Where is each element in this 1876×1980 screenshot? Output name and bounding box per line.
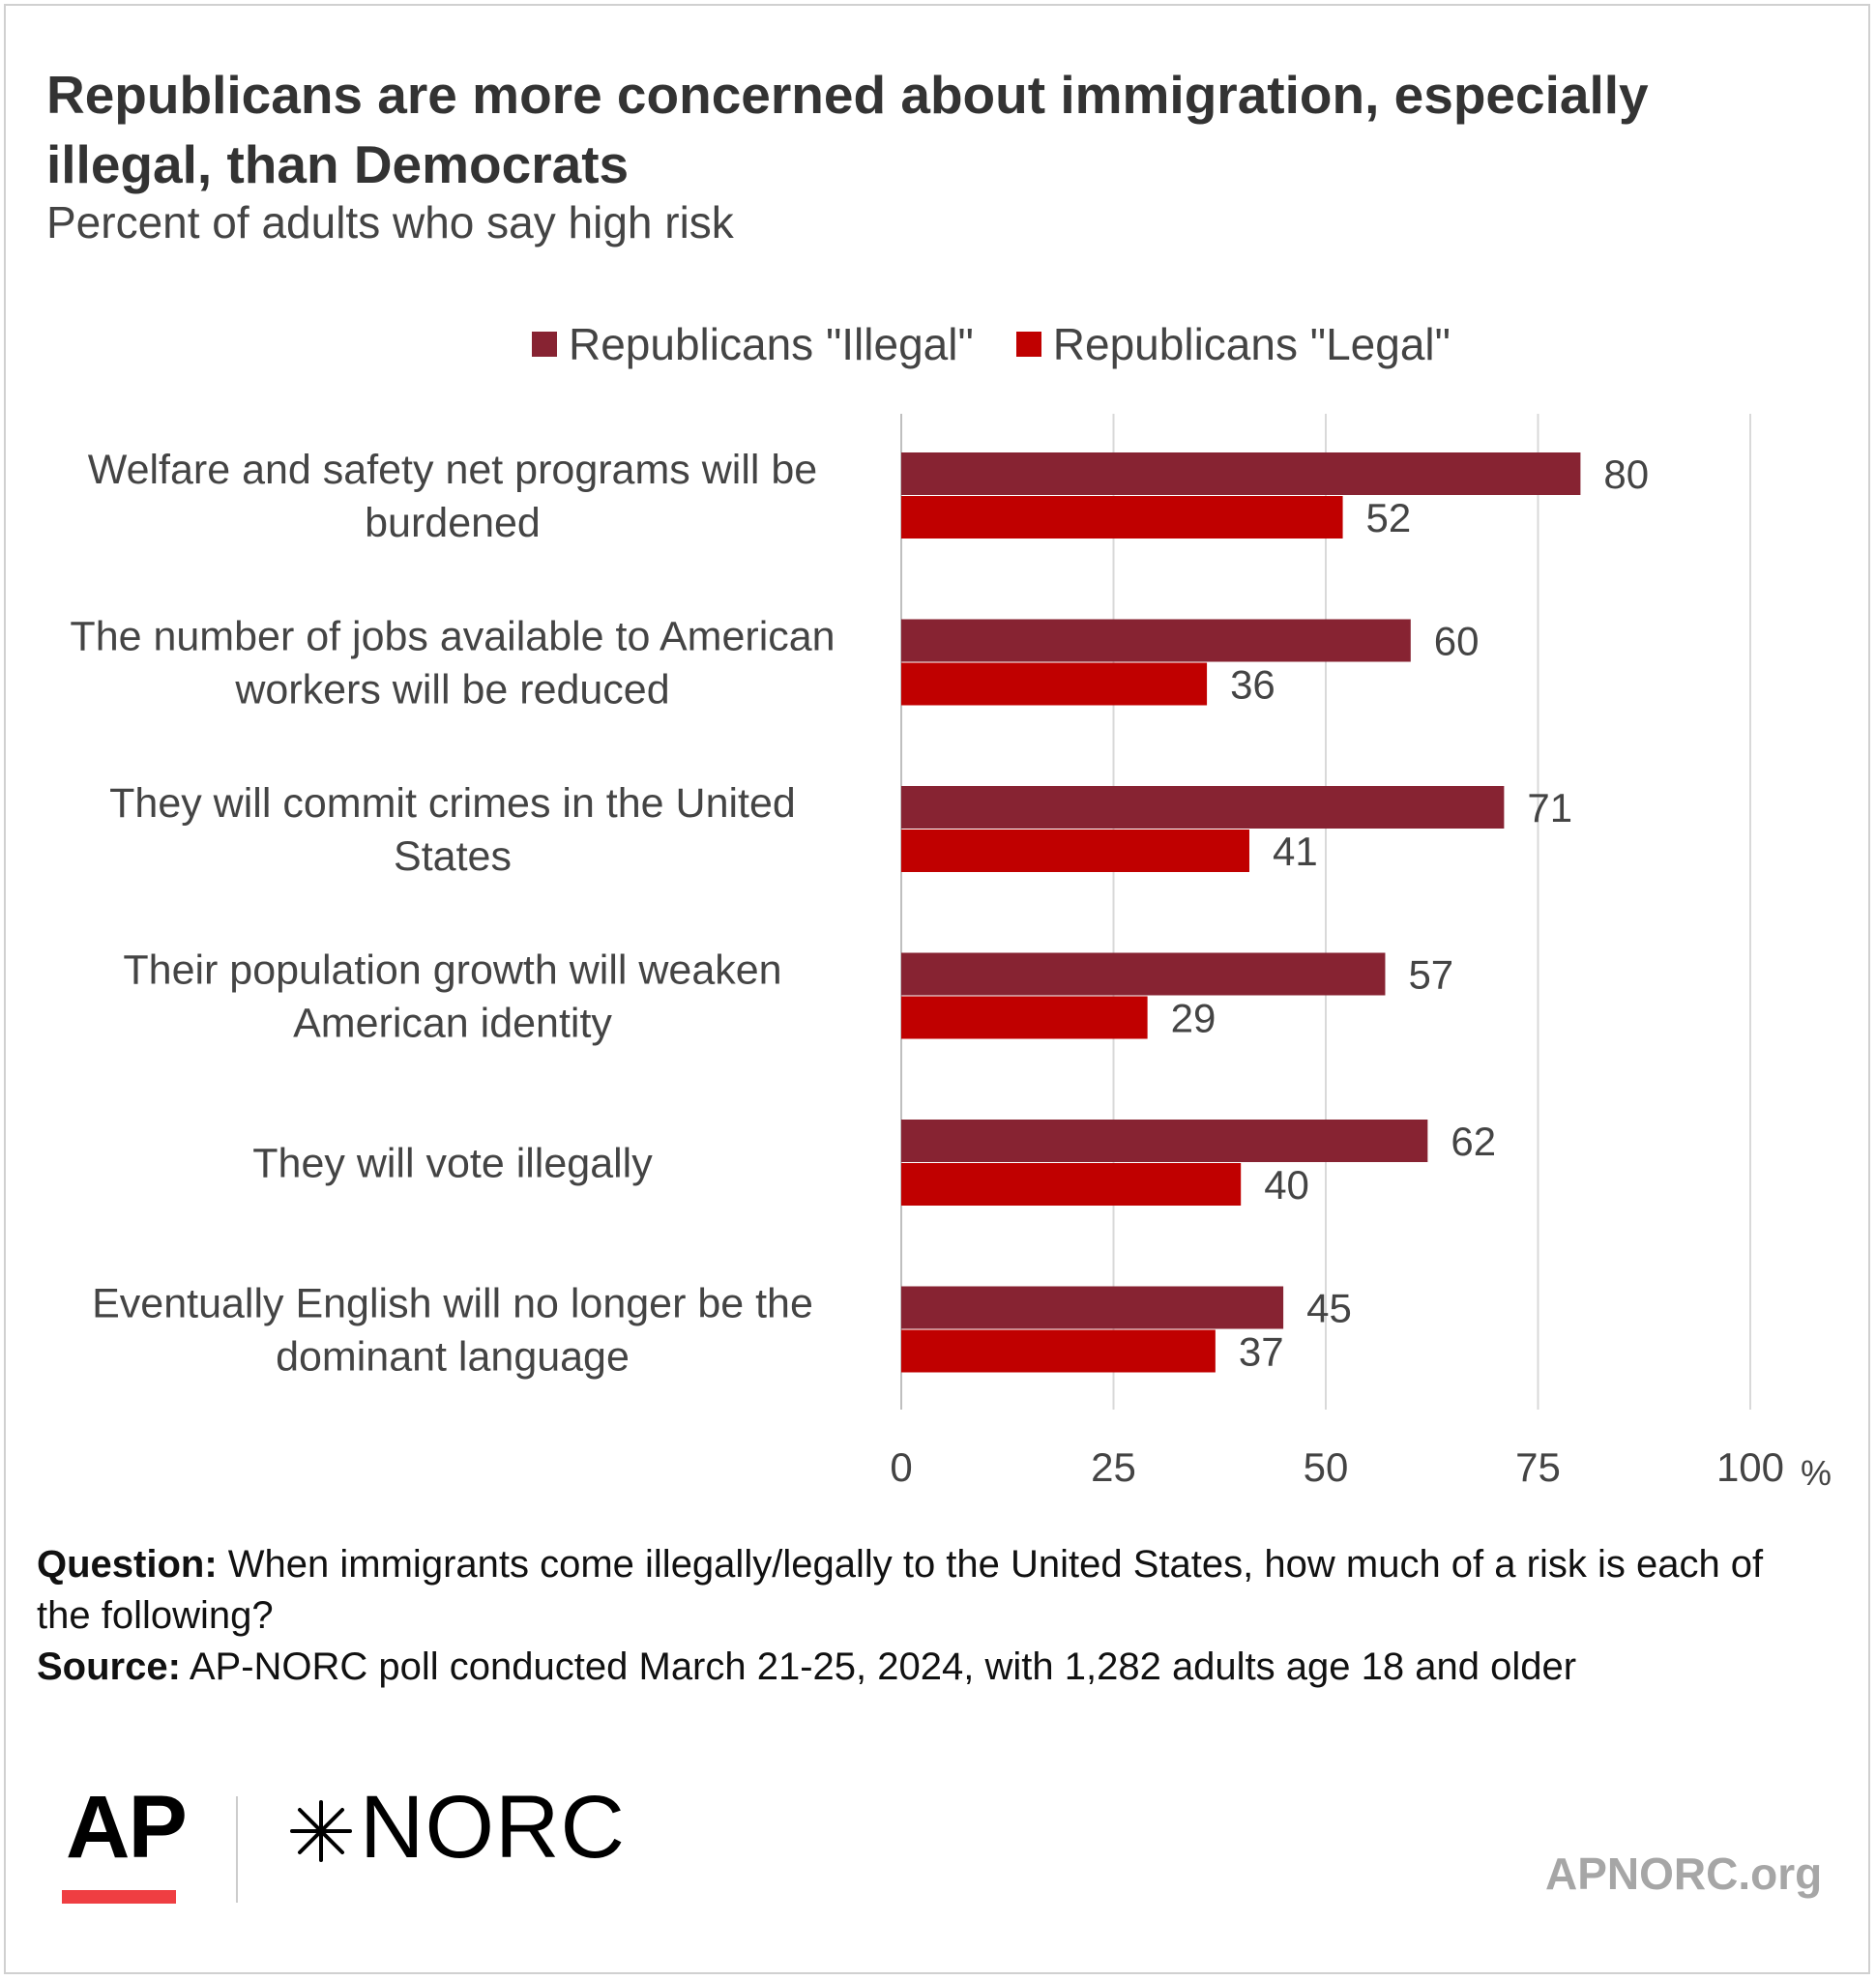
legend-item-illegal: Republicans "Illegal" [532,318,974,370]
category-label: They will commit crimes in the United Sta… [109,780,796,880]
ap-logo: AP [66,1778,188,1877]
bar-value-label: 52 [1366,495,1412,540]
x-tick-label: 50 [1304,1444,1349,1490]
legend-swatch-legal [1015,332,1041,357]
ap-logo-underline [62,1890,176,1904]
source-label: Source: [37,1645,181,1688]
bar [901,786,1505,829]
category-label-line: They will vote illegally [252,1141,653,1187]
site-url: APNORC.org [1545,1849,1823,1899]
category-label-line: They will commit crimes in the United [109,780,796,827]
category-label-line: States [394,833,512,880]
bar [901,996,1148,1039]
chart-frame [4,4,1870,1974]
category-label-line: The number of jobs available to American [70,614,835,660]
bar-value-label: 60 [1434,619,1480,664]
category-label: Eventually English will no longer be the… [92,1281,813,1381]
bar-value-label: 41 [1273,829,1318,874]
category-label-line: Welfare and safety net programs will be [88,447,817,493]
chart-subtitle: Percent of adults who say high risk [46,197,734,248]
bar [901,496,1343,539]
legend-label-illegal: Republicans "Illegal" [569,319,974,369]
chart-legend: Republicans "Illegal" Republicans "Legal… [532,315,1493,373]
bar-chart: 0 25 50 75 100 % Welfare and safety net progra… [70,414,1832,1493]
category-label: Their population growth will weaken Ameri… [123,947,781,1047]
bar [901,952,1386,996]
x-tick-label: 100 [1716,1444,1784,1490]
bar-value-label: 36 [1230,662,1275,708]
category-label-line: Their population growth will weaken [123,947,781,994]
legend-label-legal: Republicans "Legal" [1052,319,1451,369]
category-label-line: dominant language [276,1334,630,1381]
question-line: Question: When immigrants come illegally… [37,1539,1777,1642]
x-tick-label: 0 [890,1444,912,1490]
source-line: Source: AP-NORC poll conducted March 21-… [37,1642,1777,1693]
bar-value-label: 80 [1603,451,1649,497]
bar-value-label: 37 [1239,1329,1284,1375]
bar-value-label: 45 [1306,1286,1352,1331]
bar-value-label: 62 [1451,1119,1496,1164]
category-label: They will vote illegally [252,1141,653,1187]
logo-divider [236,1796,238,1903]
bar-value-label: 29 [1171,996,1216,1041]
bar-value-label: 71 [1527,785,1572,830]
norc-logo: NORC [360,1778,626,1877]
bar [901,452,1581,495]
bar [901,1120,1428,1162]
question-label: Question: [37,1543,218,1586]
bar-value-label: 57 [1408,952,1453,998]
source-text: AP-NORC poll conducted March 21-25, 2024… [189,1645,1577,1688]
x-tick-label: 75 [1515,1444,1561,1490]
category-label-line: workers will be reduced [234,667,669,713]
chart-title: Republicans are more concerned about imm… [46,65,1649,194]
category-label-line: burdened [365,500,541,546]
bar [901,830,1249,872]
category-label: Welfare and safety net programs will be b… [88,447,817,546]
question-text: When immigrants come illegally/legally t… [37,1543,1764,1637]
category-label-line: American identity [293,1001,612,1047]
legend-item-legal: Republicans "Legal" [1015,318,1451,370]
bar-value-label: 40 [1264,1162,1309,1208]
legend-swatch-illegal [532,332,557,357]
bar [901,1329,1216,1373]
bar [901,619,1411,662]
category-label: The number of jobs available to American… [70,614,835,713]
norc-star-icon [290,1800,352,1862]
bar [901,662,1208,706]
bar [901,1286,1284,1329]
footer-note: Question: When immigrants come illegally… [37,1539,1777,1693]
category-label-line: Eventually English will no longer be the [92,1281,813,1327]
bar [901,1163,1242,1206]
x-axis-unit: % [1801,1453,1832,1493]
x-tick-label: 25 [1091,1444,1136,1490]
